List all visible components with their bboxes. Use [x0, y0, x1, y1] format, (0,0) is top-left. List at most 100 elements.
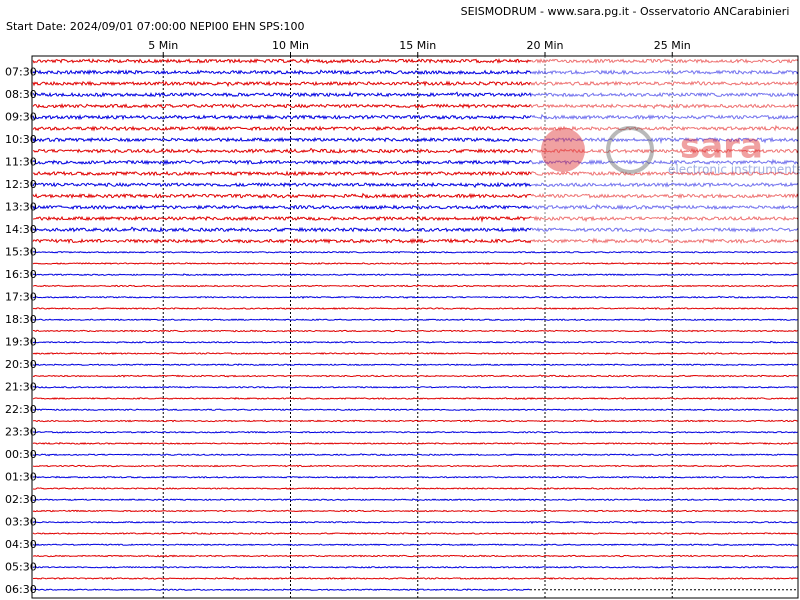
trace [32, 215, 799, 223]
row-label: 19:30 [5, 335, 37, 348]
trace [32, 588, 531, 592]
trace-fade [531, 100, 797, 112]
trace [32, 203, 798, 211]
trace-fade [531, 190, 797, 202]
row-label: 12:30 [5, 178, 37, 191]
row-label: 22:30 [5, 403, 37, 416]
trace [32, 91, 799, 98]
trace [32, 430, 799, 434]
trace-fade [531, 223, 797, 236]
trace-fade [531, 77, 797, 90]
trace [32, 565, 799, 569]
watermark-brand: sara [680, 127, 763, 167]
trace [32, 419, 799, 423]
trace [33, 147, 799, 155]
trace-fade [531, 145, 797, 157]
trace [32, 124, 799, 132]
trace [32, 250, 799, 254]
row-label: 14:30 [5, 223, 37, 236]
row-label: 09:30 [5, 110, 37, 123]
trace [32, 475, 799, 479]
trace [32, 158, 799, 166]
trace [32, 226, 799, 233]
time-tick-label: 25 Min [654, 39, 691, 52]
time-tick-label: 15 Min [399, 39, 436, 52]
trace-fade [531, 55, 797, 67]
trace-fade [531, 178, 797, 191]
time-tick-label: 20 Min [526, 39, 563, 52]
trace-fade [531, 156, 797, 169]
trace-fade [531, 133, 797, 146]
row-label: 01:30 [5, 470, 37, 483]
row-label: 23:30 [5, 425, 37, 438]
trace [32, 136, 799, 145]
trace [32, 57, 799, 65]
row-label: 11:30 [5, 155, 37, 168]
trace [32, 374, 799, 378]
trace [32, 408, 799, 412]
trace [32, 543, 799, 547]
start-info: Start Date: 2024/09/01 07:00:00 NEPI00 E… [6, 20, 304, 33]
row-label: 15:30 [5, 245, 37, 258]
trace [32, 464, 799, 468]
trace [32, 181, 799, 189]
trace [32, 396, 799, 400]
row-label: 08:30 [5, 88, 37, 101]
trace-fade [531, 201, 797, 214]
trace [32, 352, 799, 355]
trace-fade [531, 212, 797, 225]
trace [32, 102, 799, 110]
row-label: 10:30 [5, 133, 37, 146]
row-label: 03:30 [5, 515, 37, 528]
trace [32, 554, 799, 558]
trace [32, 284, 799, 288]
trace [32, 170, 799, 177]
trace [32, 307, 798, 310]
trace-fade [531, 88, 797, 101]
time-tick-label: 5 Min [148, 39, 178, 52]
title: SEISMODRUM - www.sara.pg.it - Osservator… [461, 5, 790, 18]
row-label: 06:30 [5, 583, 37, 596]
trace-fade [531, 167, 797, 180]
row-label: 21:30 [5, 380, 37, 393]
trace [32, 576, 799, 580]
trace [32, 363, 799, 367]
trace-fade [531, 66, 797, 79]
trace-fade [531, 235, 797, 247]
trace [32, 441, 799, 446]
trace [32, 80, 798, 88]
row-label: 18:30 [5, 313, 37, 326]
traces [32, 55, 799, 598]
row-label: 17:30 [5, 290, 37, 303]
row-label: 20:30 [5, 358, 37, 371]
trace [32, 340, 799, 344]
watermark: sara electronic instruments [541, 126, 800, 177]
trace [32, 192, 799, 200]
watermark-tagline: electronic instruments [668, 163, 800, 177]
row-label: 13:30 [5, 200, 37, 213]
trace [32, 520, 799, 524]
row-label: 04:30 [5, 538, 37, 551]
trace [33, 329, 798, 333]
trace [33, 385, 799, 389]
trace-fade [531, 111, 797, 124]
trace [32, 237, 799, 245]
row-label: 00:30 [5, 448, 37, 461]
trace [32, 532, 799, 535]
row-label: 16:30 [5, 268, 37, 281]
trace [32, 273, 799, 277]
trace [32, 69, 799, 76]
trace [32, 487, 799, 491]
trace-fade [531, 122, 797, 135]
row-label: 05:30 [5, 560, 37, 573]
trace [32, 498, 799, 502]
trace [32, 453, 799, 457]
time-tick-label: 10 Min [272, 39, 309, 52]
plot-frame [31, 55, 799, 599]
trace [32, 262, 798, 266]
logo-emblem [541, 128, 585, 172]
trace [32, 318, 798, 322]
trace [32, 113, 799, 121]
row-label: 02:30 [5, 493, 37, 506]
